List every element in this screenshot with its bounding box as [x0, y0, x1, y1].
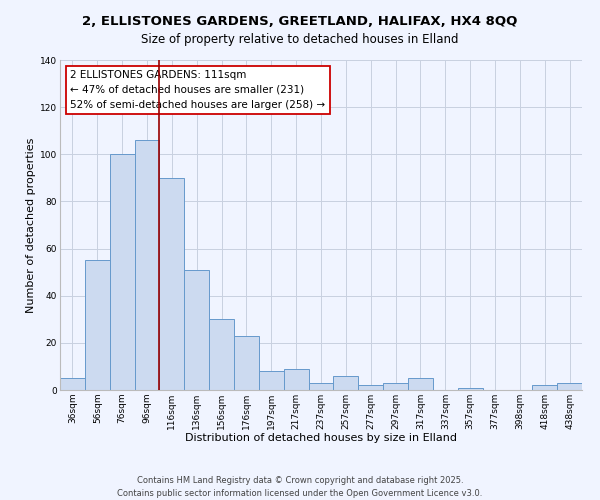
Bar	[160, 178, 184, 390]
Bar	[334, 376, 358, 390]
Bar	[458, 388, 482, 390]
Bar	[284, 369, 308, 390]
Text: Contains HM Land Registry data © Crown copyright and database right 2025.
Contai: Contains HM Land Registry data © Crown c…	[118, 476, 482, 498]
Y-axis label: Number of detached properties: Number of detached properties	[26, 138, 36, 312]
Text: Size of property relative to detached houses in Elland: Size of property relative to detached ho…	[141, 32, 459, 46]
Bar	[134, 140, 160, 390]
Bar	[383, 383, 408, 390]
Text: 2 ELLISTONES GARDENS: 111sqm
← 47% of detached houses are smaller (231)
52% of s: 2 ELLISTONES GARDENS: 111sqm ← 47% of de…	[70, 70, 326, 110]
X-axis label: Distribution of detached houses by size in Elland: Distribution of detached houses by size …	[185, 434, 457, 444]
Bar	[110, 154, 134, 390]
Text: 2, ELLISTONES GARDENS, GREETLAND, HALIFAX, HX4 8QQ: 2, ELLISTONES GARDENS, GREETLAND, HALIFA…	[82, 15, 518, 28]
Bar	[308, 383, 334, 390]
Bar	[209, 320, 234, 390]
Bar	[358, 386, 383, 390]
Bar	[532, 386, 557, 390]
Bar	[184, 270, 209, 390]
Bar	[60, 378, 85, 390]
Bar	[557, 383, 582, 390]
Bar	[259, 371, 284, 390]
Bar	[234, 336, 259, 390]
Bar	[85, 260, 110, 390]
Bar	[408, 378, 433, 390]
